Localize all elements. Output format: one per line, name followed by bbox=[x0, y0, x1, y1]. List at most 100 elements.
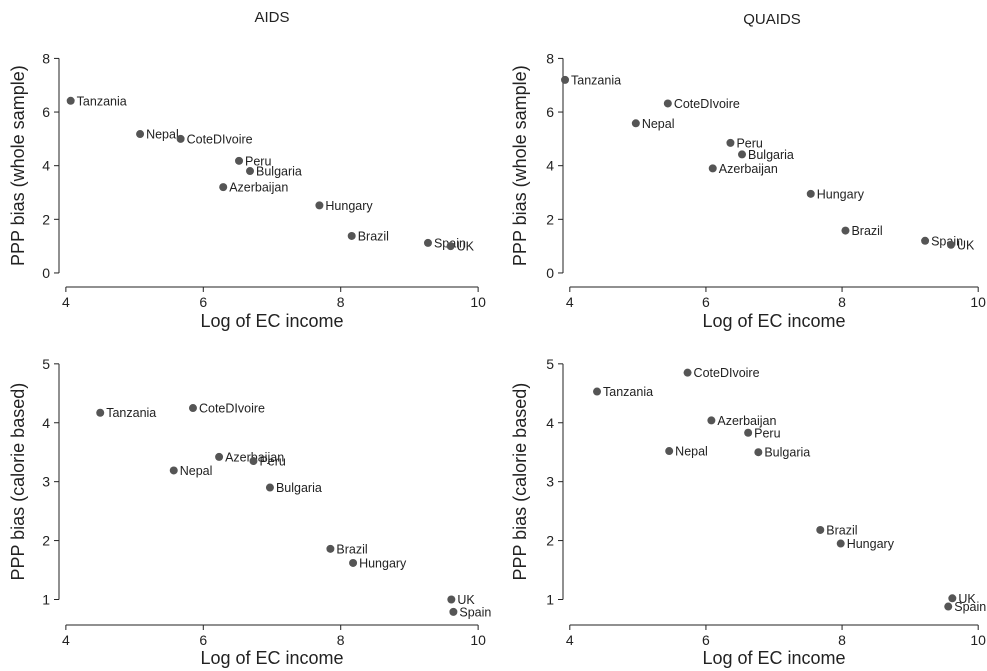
data-point bbox=[136, 130, 145, 139]
data-point bbox=[561, 75, 570, 84]
x-tick-label: 8 bbox=[838, 632, 846, 648]
point-label: UK bbox=[958, 592, 976, 606]
point-label: Brazil bbox=[358, 229, 389, 243]
y-tick-label: 0 bbox=[546, 265, 554, 281]
data-point bbox=[816, 525, 825, 534]
y-tick-label: 2 bbox=[546, 211, 554, 227]
x-axis-label: Log of EC income bbox=[200, 311, 343, 331]
point-label: Azerbaijan bbox=[717, 414, 776, 428]
point-label: CoteDIvoire bbox=[694, 366, 760, 380]
point-label: CoteDIvoire bbox=[199, 402, 265, 416]
point-label: CoteDIvoire bbox=[187, 132, 253, 146]
data-point bbox=[246, 167, 255, 176]
data-point bbox=[631, 119, 640, 128]
y-tick-label: 4 bbox=[546, 415, 554, 431]
point-label: Brazil bbox=[826, 523, 857, 537]
data-point bbox=[188, 404, 197, 413]
y-axis-label: PPP bias (whole sample) bbox=[510, 65, 530, 266]
point-label: Peru bbox=[754, 426, 780, 440]
point-label: Nepal bbox=[642, 117, 675, 131]
data-point bbox=[449, 607, 458, 616]
y-tick-label: 0 bbox=[42, 265, 50, 281]
data-point bbox=[235, 156, 244, 165]
point-label: Nepal bbox=[180, 464, 213, 478]
data-point bbox=[754, 448, 763, 457]
x-tick-label: 4 bbox=[566, 294, 574, 310]
panel-title: QUAIDS bbox=[743, 11, 801, 28]
data-point bbox=[446, 242, 455, 251]
data-point bbox=[708, 164, 717, 173]
data-point bbox=[738, 150, 747, 159]
point-label: Bulgaria bbox=[256, 165, 302, 179]
data-point bbox=[347, 231, 356, 240]
data-point bbox=[215, 452, 224, 461]
point-label: Tanzania bbox=[603, 385, 653, 399]
point-label: Brazil bbox=[336, 542, 367, 556]
x-tick-label: 10 bbox=[970, 632, 986, 648]
data-point bbox=[447, 595, 456, 604]
y-tick-label: 6 bbox=[42, 104, 50, 120]
y-tick-label: 3 bbox=[42, 474, 50, 490]
point-label: Hungary bbox=[359, 556, 407, 570]
y-tick-label: 8 bbox=[42, 50, 50, 66]
point-label: Tanzania bbox=[571, 73, 621, 87]
data-point bbox=[665, 447, 674, 456]
data-point bbox=[423, 238, 432, 247]
data-point bbox=[806, 189, 815, 198]
x-tick-label: 8 bbox=[337, 632, 345, 648]
data-point bbox=[249, 457, 258, 466]
point-label: Bulgaria bbox=[764, 446, 810, 460]
y-tick-label: 4 bbox=[546, 158, 554, 174]
point-label: Tanzania bbox=[77, 94, 127, 108]
y-tick-label: 4 bbox=[42, 415, 50, 431]
x-tick-label: 6 bbox=[702, 632, 710, 648]
x-tick-label: 4 bbox=[566, 632, 574, 648]
x-tick-label: 4 bbox=[62, 294, 70, 310]
y-tick-label: 1 bbox=[546, 591, 554, 607]
point-label: Peru bbox=[245, 154, 271, 168]
data-point bbox=[66, 96, 75, 105]
data-point bbox=[219, 183, 228, 192]
point-label: Nepal bbox=[146, 128, 179, 142]
point-label: Spain bbox=[931, 234, 963, 248]
point-label: Spain bbox=[459, 605, 491, 619]
y-tick-label: 1 bbox=[42, 591, 50, 607]
x-tick-label: 4 bbox=[62, 632, 70, 648]
x-tick-label: 6 bbox=[702, 294, 710, 310]
x-tick-label: 10 bbox=[970, 294, 986, 310]
x-tick-label: 10 bbox=[470, 632, 486, 648]
panel-title: AIDS bbox=[254, 9, 289, 26]
y-tick-label: 5 bbox=[42, 356, 50, 372]
point-label: Nepal bbox=[675, 445, 708, 459]
point-label: Azerbaijan bbox=[719, 162, 778, 176]
x-tick-label: 8 bbox=[838, 294, 846, 310]
y-tick-label: 8 bbox=[546, 50, 554, 66]
x-axis-label: Log of EC income bbox=[702, 648, 845, 668]
x-axis-label: Log of EC income bbox=[702, 311, 845, 331]
y-tick-label: 2 bbox=[42, 211, 50, 227]
point-label: UK bbox=[457, 593, 475, 607]
data-point bbox=[744, 428, 753, 437]
data-point bbox=[683, 368, 692, 377]
data-point bbox=[707, 416, 716, 425]
x-axis-label: Log of EC income bbox=[200, 648, 343, 668]
y-tick-label: 2 bbox=[42, 533, 50, 549]
y-axis-label: PPP bias (whole sample) bbox=[8, 65, 28, 266]
point-label: Bulgaria bbox=[748, 148, 794, 162]
data-point bbox=[841, 226, 850, 235]
data-point bbox=[349, 558, 358, 567]
data-point bbox=[726, 138, 735, 147]
point-label: Brazil bbox=[851, 224, 882, 238]
point-label: CoteDIvoire bbox=[674, 97, 740, 111]
x-tick-label: 8 bbox=[337, 294, 345, 310]
data-point bbox=[169, 466, 178, 475]
y-axis-label: PPP bias (calorie based) bbox=[510, 383, 530, 581]
data-point bbox=[96, 408, 105, 417]
point-label: Hungary bbox=[325, 199, 373, 213]
point-label: Azerbaijan bbox=[229, 181, 288, 195]
data-point bbox=[921, 236, 930, 245]
y-tick-label: 5 bbox=[546, 356, 554, 372]
